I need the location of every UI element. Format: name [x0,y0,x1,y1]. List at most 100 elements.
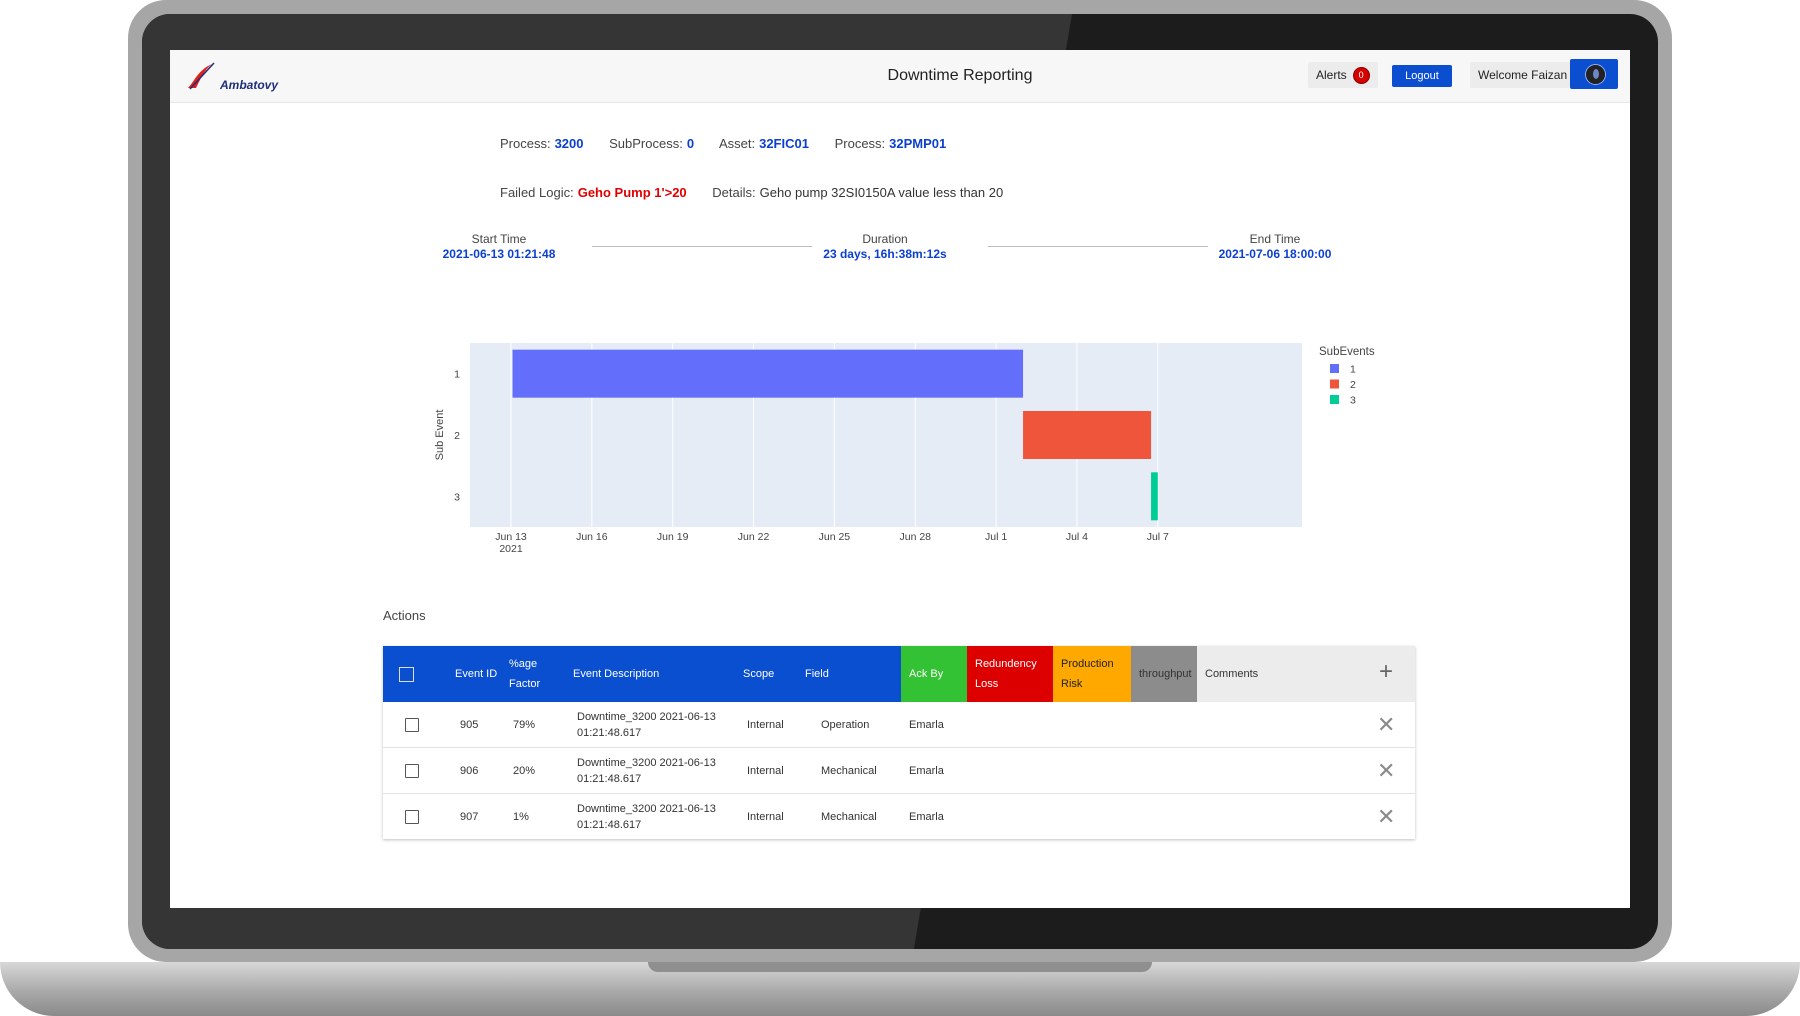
timeline-divider [988,246,1208,247]
select-all-checkbox[interactable] [399,667,414,682]
cell-scope: Internal [747,764,784,777]
chart-x-tick-label: Jun 13 [495,531,527,543]
start-time: Start Time 2021-06-13 01:21:48 [434,232,564,261]
timeline-divider [592,246,812,247]
col-comments[interactable]: Comments [1197,646,1415,702]
user-avatar-icon [1586,65,1605,84]
cell-event-id: 907 [460,810,479,823]
process-info-row: Process: 3200 SubProcess: 0 Asset: 32FIC01 … [500,136,968,151]
duration: Duration 23 days, 16h:38m:12s [810,232,960,261]
cell-event-id: 906 [460,764,479,777]
duration-label: Duration [862,232,908,246]
col-redundency-loss[interactable]: Redundency Loss [967,646,1053,702]
failed-logic-row: Failed Logic: Geho Pump 1'>20 Details: Geh… [500,185,1003,200]
details-value: Geho pump 32SI0150A value less than 20 [759,185,1004,200]
chart-x-tick-label: Jun 22 [738,531,770,543]
subevent-gantt-chart[interactable]: Jun 13 Jun 16 Jun 19 Jun 22 Jun 25 Jun 28 Jul … [170,50,1630,570]
chart-y-tick-label: 3 [454,491,460,503]
chart-x-tick-label: Jun 28 [899,531,931,543]
cell-ack-by: Emarla [909,810,944,823]
legend-swatch [1330,364,1339,373]
chart-x-tick-label: Jun 19 [657,531,689,543]
alerts-button[interactable]: Alerts 0 [1308,62,1378,88]
col-event-id[interactable]: Event ID [455,668,498,680]
asset-label: Asset: [718,136,756,151]
cell-field: Mechanical [821,810,877,823]
col-scope[interactable]: Scope [743,668,775,680]
logout-button[interactable]: Logout [1392,65,1452,87]
cell-age-factor: 20% [513,764,536,777]
start-time-value: 2021-06-13 01:21:48 [442,247,556,261]
process-label: Process: [500,136,551,151]
end-time: End Time 2021-07-06 18:00:00 [1210,232,1340,261]
cell-field: Mechanical [821,764,877,777]
cell-ack-by: Emarla [909,764,944,777]
legend-label: 1 [1350,364,1356,376]
alerts-count-badge: 0 [1352,66,1370,84]
app-screen: Ambatovy Downtime Reporting Alerts 0 Log… [170,50,1630,908]
actions-table: Event ID %age Factor Event Description S… [383,646,1415,839]
end-time-label: End Time [1249,232,1301,246]
cell-event-description: Downtime_3200 2021-06-13 01:21:48.617 [577,802,716,831]
cell-field: Operation [821,718,870,731]
row-checkbox[interactable] [405,810,419,824]
actions-title: Actions [383,608,426,623]
ambatovy-logo[interactable]: Ambatovy [184,58,278,94]
cell-age-factor: 79% [513,718,536,731]
chart-x-tick-label: Jul 7 [1147,531,1169,543]
cell-scope: Internal [747,718,784,731]
process2-value: 32PMP01 [889,136,947,151]
cell-scope: Internal [747,810,784,823]
cell-event-description: Downtime_3200 2021-06-13 01:21:48.617 [577,756,716,785]
col-ack-by[interactable]: Ack By [901,646,967,702]
chart-y-axis-label: Sub Event [434,410,446,461]
subprocess-value: 0 [686,136,695,151]
cell-event-id: 905 [460,718,479,731]
details-label: Details: [712,185,756,200]
legend-label: 3 [1350,395,1356,407]
avatar [1585,64,1606,85]
process-value: 3200 [554,136,584,151]
legend-label: 2 [1350,379,1356,391]
user-avatar-button[interactable] [1570,59,1618,89]
duration-value: 23 days, 16h:38m:12s [823,247,947,261]
legend-swatch [1330,379,1339,389]
start-time-label: Start Time [471,232,527,246]
col-event-description[interactable]: Event Description [573,668,660,680]
chart-x-tick-label: Jun 16 [576,531,608,543]
col-production-risk[interactable]: Production Risk [1053,646,1131,702]
end-time-value: 2021-07-06 18:00:00 [1218,247,1332,261]
chart-legend-title: SubEvents [1319,346,1375,358]
row-checkbox[interactable] [405,764,419,778]
gantt-bar[interactable] [1151,472,1158,521]
legend-swatch [1330,395,1339,404]
logo-text: Ambatovy [220,78,279,92]
gantt-bar[interactable] [1023,411,1152,459]
gantt-bar[interactable] [512,349,1024,398]
cell-age-factor: 1% [513,810,529,823]
col-field[interactable]: Field [805,668,829,680]
welcome-text: Welcome Faizan [1470,62,1576,88]
failed-logic-value: Geho Pump 1'>20 [577,185,687,200]
delete-row-icon[interactable]: ✕ [1377,758,1396,783]
chart-x-year-label: 2021 [499,543,523,555]
table-header: Event ID %age Factor Event Description S… [383,646,1415,702]
add-row-icon[interactable]: + [1379,658,1394,685]
cell-event-description: Downtime_3200 2021-06-13 01:21:48.617 [577,710,716,739]
chart-x-tick-label: Jun 25 [819,531,851,543]
app-header: Ambatovy Downtime Reporting Alerts 0 Log… [170,50,1630,103]
chart-x-ticks: Jun 13 Jun 16 Jun 19 Jun 22 Jun 25 Jun 28 Jul … [495,531,1169,543]
failed-logic-label: Failed Logic: [500,185,574,200]
chart-y-tick-label: 2 [454,430,460,442]
logo-swoosh-icon [188,62,215,90]
row-checkbox[interactable] [405,718,419,732]
col-age-factor[interactable]: %age Factor [509,658,541,690]
delete-row-icon[interactable]: ✕ [1377,804,1396,829]
chart-bars[interactable] [512,349,1158,521]
laptop-notch [648,962,1152,972]
chart-legend[interactable]: 1 2 3 [1330,364,1356,407]
delete-row-icon[interactable]: ✕ [1377,712,1396,737]
table-row: 907 1% Downtime_3200 2021-06-13 01:21:48… [383,793,1415,839]
alerts-label: Alerts [1316,68,1347,82]
col-throughput[interactable]: throughput [1131,646,1197,702]
